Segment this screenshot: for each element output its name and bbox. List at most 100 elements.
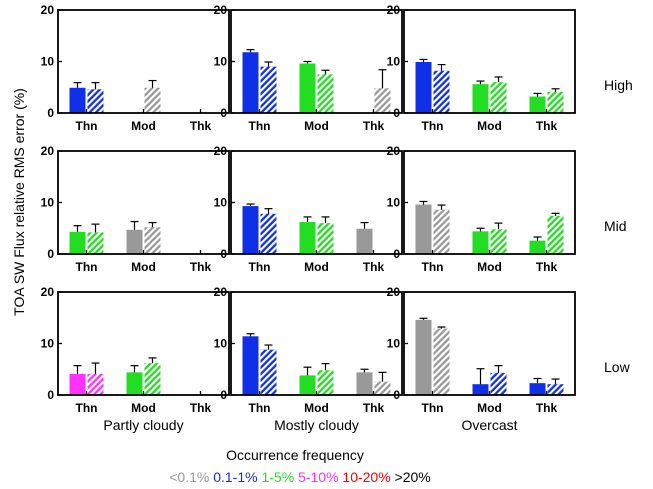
panel-frame <box>403 291 576 396</box>
bar-hatch-mod <box>490 82 507 113</box>
y-tick-label: 0 <box>393 247 400 261</box>
category-label: Thk <box>190 119 212 133</box>
category-label: Thn <box>76 401 98 415</box>
category-label: Mod <box>131 260 156 274</box>
category-label: Thn <box>422 119 444 133</box>
y-tick-label: 0 <box>220 247 227 261</box>
category-label: Thn <box>422 260 444 274</box>
row-label-low: Low <box>604 359 631 375</box>
panel-frame <box>403 150 576 255</box>
bar-mod-solid <box>472 84 489 113</box>
panel-high-partly-cloudy: 0 10 20 Thn Mod Thk <box>41 3 230 133</box>
y-tick-label: 20 <box>387 3 401 17</box>
bar-mod-solid <box>472 384 489 395</box>
bar-thn-solid <box>242 336 259 395</box>
bar-thn-solid <box>415 204 432 254</box>
bar-hatch-mod <box>317 370 334 395</box>
bar-thn-solid <box>69 373 86 395</box>
bar-thn-solid <box>415 62 432 113</box>
y-tick-label: 0 <box>220 388 227 402</box>
y-tick-label: 10 <box>214 55 228 69</box>
category-label: Mod <box>131 119 156 133</box>
legend-item-5-10: 5-10% <box>298 469 338 485</box>
y-tick-label: 10 <box>387 337 401 351</box>
category-label: Thn <box>76 260 98 274</box>
category-label: Mod <box>477 119 502 133</box>
legend-item-1-5: 1-5% <box>261 469 294 485</box>
y-tick-label: 20 <box>41 285 55 299</box>
bar-hatch-thn <box>433 70 450 113</box>
bar-thk-solid <box>356 228 373 254</box>
y-tick-label: 0 <box>220 106 227 120</box>
category-label: Thn <box>76 119 98 133</box>
bar-mod-solid <box>299 222 316 254</box>
bar-hatch-thn <box>260 349 277 395</box>
category-label: Thk <box>536 260 558 274</box>
y-tick-label: 10 <box>387 55 401 69</box>
panel-frame <box>403 9 576 114</box>
bar-hatch-mod <box>490 229 507 254</box>
bar-mod-solid <box>126 229 143 254</box>
category-label: Thk <box>363 260 385 274</box>
y-tick-label: 20 <box>214 285 228 299</box>
bar-hatch-thn <box>260 66 277 113</box>
category-label: Thn <box>422 401 444 415</box>
panel-high-overcast: 0 10 20 Thn Mod Thk <box>387 3 576 133</box>
bar-hatch-thn <box>433 328 450 395</box>
bar-hatch-mod <box>490 372 507 395</box>
panel-low-partly-cloudy: 0 10 20 Thn Mod Thk <box>41 285 230 415</box>
bar-hatch-mod <box>144 227 161 254</box>
y-axis-label: TOA SW Flux relative RMS error (%) <box>11 88 27 316</box>
y-tick-label: 10 <box>41 196 55 210</box>
panel-frame <box>230 291 403 396</box>
category-label: Thk <box>190 260 212 274</box>
y-tick-label: 20 <box>214 3 228 17</box>
category-label: Thn <box>249 401 271 415</box>
bar-thn-solid <box>242 206 259 254</box>
panel-frame <box>230 9 403 114</box>
category-label: Mod <box>304 260 329 274</box>
y-tick-label: 20 <box>214 144 228 158</box>
y-tick-label: 10 <box>387 196 401 210</box>
bar-thk-solid <box>529 96 546 113</box>
panel-frame <box>57 291 230 396</box>
legend-item-20: >20% <box>395 469 431 485</box>
category-label: Thn <box>249 260 271 274</box>
bar-hatch-thn <box>87 89 104 113</box>
y-tick-label: 0 <box>47 247 54 261</box>
panel-frame <box>57 9 230 114</box>
y-tick-label: 20 <box>387 285 401 299</box>
panel-low-overcast: 0 10 20 Thn Mod Thk <box>387 285 576 415</box>
category-label: Thn <box>249 119 271 133</box>
y-tick-label: 0 <box>393 388 400 402</box>
column-label-partly-cloudy: Partly cloudy <box>103 417 183 433</box>
row-label-mid: Mid <box>604 218 627 234</box>
bar-hatch-thn <box>260 213 277 254</box>
category-label: Mod <box>477 401 502 415</box>
panel-mid-mostly-cloudy: 0 10 20 Thn Mod Thk <box>214 144 403 274</box>
y-tick-label: 10 <box>214 337 228 351</box>
bar-mod-solid <box>299 375 316 395</box>
y-tick-label: 0 <box>393 106 400 120</box>
legend-item-0-1-1: 0.1-1% <box>213 469 257 485</box>
bar-hatch-thk <box>374 381 391 395</box>
row-label-high: High <box>604 77 633 93</box>
bar-hatch-thk <box>374 88 391 113</box>
bar-hatch-thk <box>547 91 564 113</box>
panel-frame <box>57 150 230 255</box>
bar-thk-solid <box>356 372 373 395</box>
bar-mod-solid <box>299 63 316 113</box>
category-label: Mod <box>477 260 502 274</box>
y-tick-label: 0 <box>47 388 54 402</box>
bar-hatch-thk <box>547 215 564 254</box>
column-label-mostly-cloudy: Mostly cloudy <box>274 417 359 433</box>
bar-hatch-thn <box>433 209 450 254</box>
bar-thn-solid <box>69 87 86 113</box>
y-tick-label: 10 <box>41 337 55 351</box>
bar-mod-solid <box>126 372 143 395</box>
panel-mid-overcast: 0 10 20 Thn Mod Thk <box>387 144 576 274</box>
bar-thk-solid <box>529 240 546 254</box>
y-tick-label: 20 <box>387 144 401 158</box>
bar-thn-solid <box>415 319 432 395</box>
